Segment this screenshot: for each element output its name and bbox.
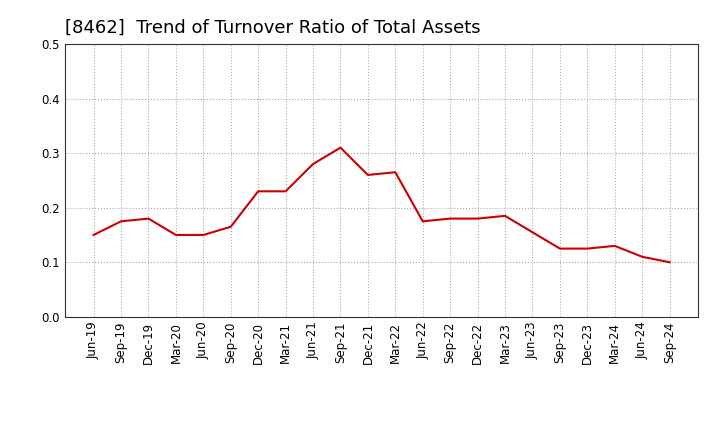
Text: [8462]  Trend of Turnover Ratio of Total Assets: [8462] Trend of Turnover Ratio of Total … <box>65 19 480 37</box>
